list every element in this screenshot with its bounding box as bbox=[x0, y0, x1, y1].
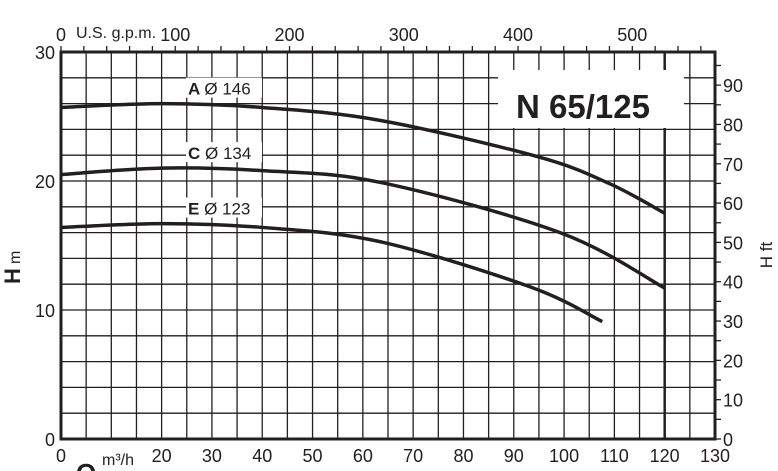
y2-tick-label: 40 bbox=[723, 273, 743, 293]
x-tick-label: 50 bbox=[303, 446, 323, 466]
series-letter: C bbox=[188, 144, 205, 163]
curve-c bbox=[60, 166, 666, 290]
series-diameter: Ø 123 bbox=[204, 200, 250, 219]
series-label-c: C Ø 134 bbox=[188, 144, 251, 163]
x-axis-label: Q bbox=[76, 458, 96, 471]
x-tick-label: 120 bbox=[650, 446, 680, 466]
y2-tick-label: 70 bbox=[723, 155, 743, 175]
x-tick-label: 30 bbox=[202, 446, 222, 466]
x-tick-label: 40 bbox=[252, 446, 272, 466]
x-tick-label: 70 bbox=[403, 446, 423, 466]
y-axis-unit: m bbox=[7, 251, 24, 264]
x2-tick-label: 400 bbox=[503, 25, 533, 45]
x2-tick-label: 300 bbox=[389, 25, 419, 45]
y-tick-label: 30 bbox=[35, 43, 55, 63]
y-tick-label: 0 bbox=[45, 430, 55, 450]
series-labels: A Ø 146 C Ø 134 E Ø 123 bbox=[186, 77, 262, 219]
curve-e bbox=[60, 221, 604, 324]
chart-title: N 65/125 bbox=[516, 88, 650, 125]
x-tick-label: 60 bbox=[353, 446, 373, 466]
x-tick-label: 110 bbox=[600, 446, 629, 466]
series-label-bg bbox=[186, 142, 262, 163]
y2-tick-label: 30 bbox=[723, 312, 743, 332]
x2-axis-label: U.S. g.p.m. bbox=[76, 25, 156, 42]
x-tick-label: 20 bbox=[152, 446, 172, 466]
series-label-a: A Ø 146 bbox=[188, 80, 251, 99]
x2-tick-label: 200 bbox=[274, 25, 304, 45]
y2-tick-label: 80 bbox=[723, 115, 743, 135]
series-letter: E bbox=[188, 200, 204, 219]
x-axis-unit: m³/h bbox=[102, 452, 134, 469]
y2-tick-label: 10 bbox=[723, 391, 743, 411]
y2-tick-label: 60 bbox=[723, 194, 743, 214]
curve-a bbox=[60, 101, 666, 215]
series-label-e: E Ø 123 bbox=[188, 200, 250, 219]
x-tick-label: 130 bbox=[700, 446, 730, 466]
x2-tick-label: 500 bbox=[617, 25, 647, 45]
plot-frame bbox=[59, 50, 717, 441]
y2-tick-label: 20 bbox=[723, 351, 743, 371]
x-tick-label: 100 bbox=[549, 446, 579, 466]
series-diameter: Ø 146 bbox=[204, 80, 250, 99]
x2-tick-label: 0 bbox=[56, 25, 66, 45]
y2-axis-label: H ft bbox=[757, 242, 776, 269]
x-tick-label: 80 bbox=[453, 446, 473, 466]
x2-tick-label: 100 bbox=[160, 25, 190, 45]
y2-tick-label: 50 bbox=[723, 233, 743, 253]
x-tick-label: 90 bbox=[504, 446, 524, 466]
title-box bbox=[498, 70, 684, 128]
x-tick-label: 0 bbox=[56, 446, 66, 466]
y-tick-label: 20 bbox=[35, 172, 55, 192]
series-label-bg bbox=[186, 77, 262, 98]
y2-tick-label: 0 bbox=[723, 430, 733, 450]
series-letter: A bbox=[188, 80, 204, 99]
series-label-bg bbox=[186, 197, 262, 218]
y2-tick-label: 90 bbox=[723, 76, 743, 96]
curves bbox=[60, 101, 666, 324]
series-diameter: Ø 134 bbox=[205, 144, 251, 163]
y-axis-label: H bbox=[0, 268, 25, 284]
y-tick-label: 10 bbox=[35, 301, 55, 321]
